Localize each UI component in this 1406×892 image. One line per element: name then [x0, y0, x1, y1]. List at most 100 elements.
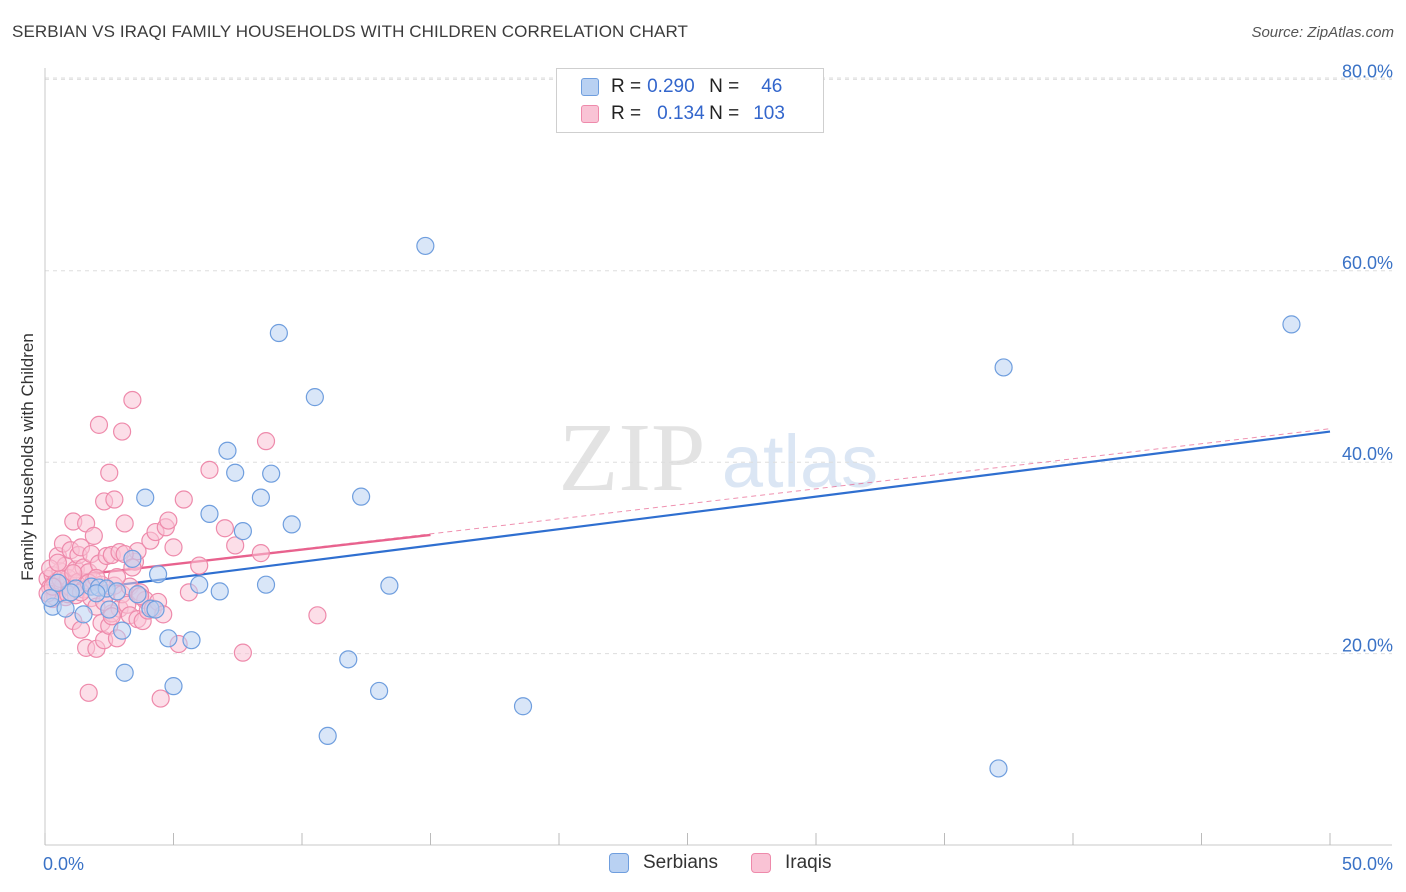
serbians-point-41: [48, 573, 67, 592]
y-tick-label-60: 60.0%: [1342, 253, 1393, 273]
series-legend: Serbians Iraqis: [0, 852, 1406, 878]
serbians-point-37: [994, 358, 1013, 377]
serbians-point-21: [226, 463, 245, 482]
iraqis-point-83: [251, 544, 270, 563]
iraqis-point-70: [151, 689, 170, 708]
iraqis-point-76: [174, 490, 193, 509]
watermark-atlas: atlas: [722, 420, 878, 503]
iraqis-point-27: [79, 683, 98, 702]
iraqis-point-32: [84, 526, 103, 545]
legend-label-serbians: Serbians: [643, 852, 718, 873]
iraqis-point-47: [105, 490, 124, 509]
serbians-r-value: 0.290: [647, 76, 695, 97]
y-tick-label-20: 20.0%: [1342, 636, 1393, 656]
legend-item-iraqis[interactable]: Iraqis: [751, 852, 831, 874]
x-tick-label-min: 0.0%: [43, 854, 84, 874]
serbians-point-32: [370, 681, 389, 701]
iraqis-point-73: [159, 511, 178, 530]
data-points: [38, 236, 1301, 778]
iraqis-point-58: [123, 390, 142, 410]
serbians-n-label: N =: [709, 76, 740, 97]
serbians-point-36: [989, 759, 1008, 778]
serbians-point-8: [112, 621, 132, 640]
iraqis-n-label: N =: [709, 103, 740, 124]
serbians-point-11: [136, 488, 155, 507]
serbians-point-9: [115, 663, 134, 682]
serbians-point-23: [251, 488, 270, 507]
legend-row-iraqis: R = 0.134 N = 103: [581, 103, 785, 125]
x-tick-label-max: 50.0%: [1342, 854, 1393, 874]
serbians-point-35: [513, 697, 533, 716]
iraqis-n-value: 103: [753, 103, 785, 124]
legend-swatch-iraqis: [751, 853, 771, 873]
serbians-point-45: [87, 584, 106, 603]
iraqis-point-35: [89, 415, 109, 434]
legend-row-serbians: R = 0.290 N = 46: [581, 76, 782, 98]
iraqis-point-53: [112, 422, 132, 441]
iraqis-point-102: [48, 553, 67, 572]
serbians-point-38: [1282, 315, 1301, 334]
serbians-swatch: [581, 78, 599, 96]
y-axis-title: Family Households with Children: [18, 333, 37, 581]
watermark: ZIP atlas: [559, 404, 879, 512]
axes: [44, 68, 1392, 846]
serbians-point-26: [269, 323, 288, 343]
serbians-trend-line: [44, 430, 1331, 596]
serbians-point-33: [380, 576, 399, 595]
chart-title: SERBIAN VS IRAQI FAMILY HOUSEHOLDS WITH …: [12, 22, 689, 41]
serbians-point-13: [148, 565, 168, 584]
serbians-point-27: [282, 515, 301, 534]
tick-labels: 20.0% 40.0% 60.0% 80.0% 0.0% 50.0%: [43, 61, 1393, 874]
serbians-point-17: [190, 575, 209, 594]
iraqis-point-80: [215, 519, 234, 538]
iraqis-swatch: [581, 105, 599, 123]
serbians-point-24: [256, 575, 276, 594]
iraqis-r-label: R =: [611, 103, 642, 124]
stats-legend: R = 0.290 N = 46 R = 0.134 N = 103: [556, 68, 824, 133]
serbians-point-22: [233, 522, 252, 541]
serbians-point-43: [128, 585, 147, 604]
serbians-point-14: [159, 629, 178, 648]
trend-lines: [44, 428, 1331, 596]
legend-swatch-serbians: [609, 853, 629, 873]
legend-item-serbians[interactable]: Serbians: [609, 852, 718, 874]
serbians-point-39: [100, 600, 119, 619]
serbians-point-16: [182, 631, 201, 650]
iraqis-point-54: [115, 514, 134, 533]
iraqis-point-74: [164, 538, 183, 557]
serbians-point-28: [305, 388, 324, 407]
iraqis-trend-line: [44, 533, 431, 581]
iraqis-point-81: [226, 536, 245, 555]
serbians-point-1: [56, 599, 75, 618]
iraqis-point-84: [256, 432, 276, 451]
watermark-zip: ZIP: [559, 404, 706, 512]
grid-lines: [45, 77, 1392, 655]
serbians-point-3: [74, 605, 93, 624]
serbians-point-20: [218, 441, 237, 460]
y-tick-label-80: 80.0%: [1342, 61, 1393, 81]
serbians-n-value: 46: [761, 76, 783, 97]
serbians-point-15: [164, 677, 183, 696]
iraqis-point-21: [71, 620, 91, 639]
iraqis-point-79: [200, 460, 219, 479]
iraqis-point-85: [308, 606, 327, 625]
iraqis-point-82: [233, 643, 252, 662]
serbians-r-label: R =: [611, 76, 642, 97]
serbians-point-7: [107, 582, 127, 601]
serbians-point-19: [210, 582, 229, 601]
iraqis-point-43: [100, 463, 119, 482]
serbians-point-30: [339, 650, 358, 669]
serbians-point-10: [123, 549, 142, 568]
serbians-point-42: [41, 588, 60, 608]
iraqis-r-value: 0.134: [657, 103, 705, 124]
iraqis-point-78: [190, 556, 209, 575]
iraqis-point-90: [64, 564, 83, 583]
serbians-point-34: [416, 236, 435, 256]
source-label: Source: ZipAtlas.com: [1251, 24, 1394, 41]
serbians-point-31: [352, 487, 371, 506]
serbians-point-29: [318, 726, 337, 746]
serbians-point-44: [146, 600, 165, 619]
serbians-point-40: [61, 583, 80, 602]
serbians-point-25: [262, 464, 281, 483]
